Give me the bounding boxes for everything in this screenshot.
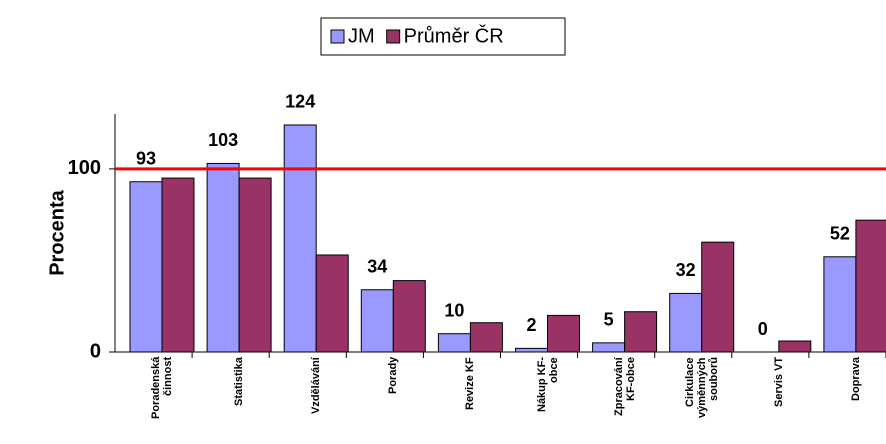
legend-label: Průměr ČR [404,24,504,47]
bar [547,314,580,353]
x-tick-label: Statistika [233,357,246,406]
bar [437,333,471,353]
data-label: 52 [830,224,850,244]
legend-swatch [330,29,345,44]
x-tick-label: Revize KF [464,357,477,410]
bar [360,289,394,353]
data-label: 32 [676,260,696,280]
bar [206,162,240,353]
x-tick-label: Poradenská činnost [150,357,174,420]
data-label: 34 [367,257,387,277]
bar [624,311,658,353]
data-label: 10 [444,300,464,320]
legend-label: JM [348,25,375,47]
bar [469,322,503,353]
bar [129,181,163,353]
x-tick-label: Zpracování KF-obce [612,357,637,416]
x-tick-label: Cirkulace výměnných souborů [683,357,720,418]
x-tick-label: Vzdělávání [310,357,323,414]
bar [238,177,272,353]
bar [778,340,812,353]
bar [161,177,195,353]
data-label: 124 [285,92,315,112]
y-tick-label: 100 [68,157,101,179]
bar [515,347,548,353]
bar [315,254,349,353]
data-label: 93 [136,148,156,168]
y-axis-label: Procenta [46,189,68,275]
bar [392,280,426,353]
x-tick-label: Servis VT [772,357,785,408]
data-label: 2 [526,315,536,335]
legend-box [320,17,566,56]
y-tick-label: 0 [90,340,101,362]
bar [592,342,626,353]
data-label: 0 [758,319,768,339]
data-label: 103 [208,130,238,150]
data-label: 5 [604,310,614,330]
x-tick-label: Doprava [849,357,862,402]
bar [823,256,857,353]
bar [701,241,735,353]
bar [669,292,703,353]
x-tick-label: Porady [387,357,400,395]
bar [855,219,886,353]
bar [283,124,317,353]
legend-swatch [386,29,401,44]
x-tick-label: Nákup KF- obce [535,357,560,412]
